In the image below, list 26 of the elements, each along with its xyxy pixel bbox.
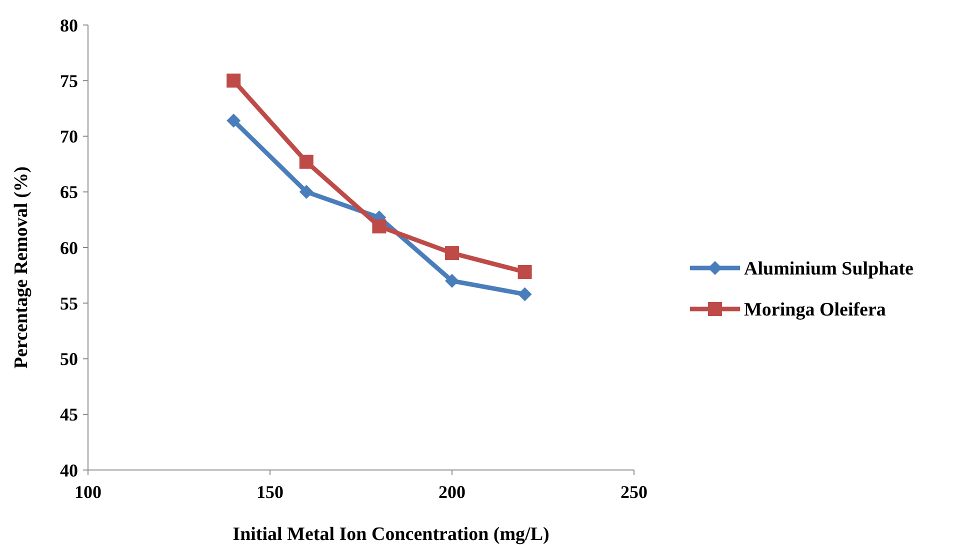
point [372,219,386,234]
y-tick-label: 60 [60,238,78,258]
y-tick-label: 75 [60,70,78,91]
x-axis-title: Initial Metal Ion Concentration (mg/L) [232,524,550,545]
x-tick-label: 200 [438,482,466,502]
point [518,264,532,279]
point [445,274,459,288]
y-tick-label: 65 [60,182,78,202]
y-tick-label: 55 [60,293,78,314]
point [299,184,314,199]
y-tick-label: 45 [60,404,78,425]
y-tick-label: 40 [60,460,78,480]
legend-label: Moringa Oleifera [744,300,886,321]
y-axis-title: Percentage Removal (%) [11,166,32,369]
point [226,114,241,128]
x-tick-label: 150 [256,482,284,502]
legend-label: Aluminium Sulphate [744,258,914,280]
x-tick-label: 100 [74,482,102,502]
x-tick-label: 250 [620,482,648,502]
point [226,74,241,88]
point [445,246,459,260]
y-tick-label: 70 [60,126,78,147]
y-tick-label: 50 [60,349,78,370]
point [299,154,314,169]
point [518,287,532,302]
y-tick-label: 80 [60,15,78,36]
